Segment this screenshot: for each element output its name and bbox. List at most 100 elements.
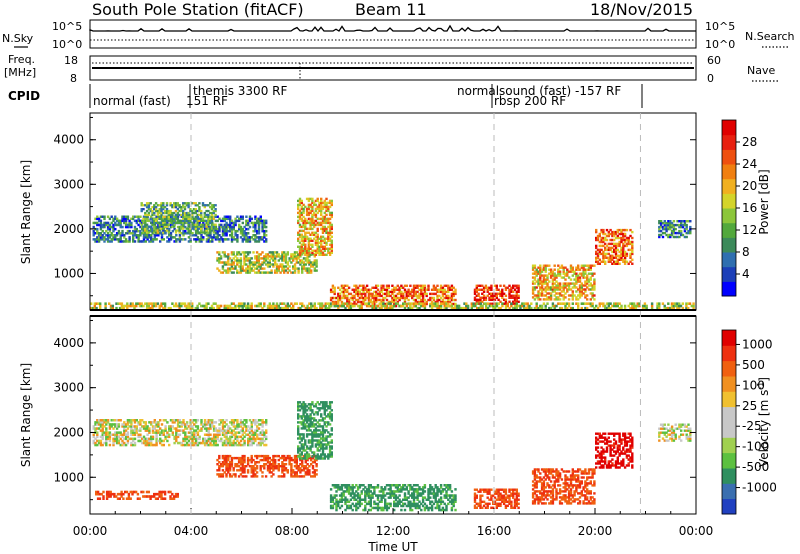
heatmap-cell — [625, 244, 629, 248]
heatmap-cell — [212, 227, 215, 230]
heatmap-cell — [214, 219, 218, 223]
heatmap-cell — [257, 225, 261, 229]
heatmap-cell — [586, 294, 589, 297]
heatmap-cell — [243, 263, 246, 266]
heatmap-cell — [92, 439, 95, 443]
heatmap-cell — [277, 465, 280, 468]
heatmap-cell — [207, 421, 210, 424]
heatmap-cell — [321, 253, 325, 256]
heatmap-cell — [490, 286, 493, 289]
velocity-heatmap — [92, 401, 692, 512]
heatmap-cell — [298, 217, 302, 221]
heatmap-cell — [672, 235, 676, 239]
heatmap-cell — [549, 270, 553, 273]
heatmap-cell — [146, 439, 149, 443]
heatmap-cell — [265, 240, 268, 243]
heatmap-cell — [137, 240, 140, 243]
heatmap-cell — [254, 429, 257, 432]
heatmap-cell — [178, 219, 181, 222]
heatmap-cell — [434, 300, 437, 304]
heatmap-cell — [320, 223, 323, 227]
heatmap-cell — [243, 261, 246, 264]
heatmap-cell — [155, 423, 158, 426]
heatmap-cell — [103, 221, 106, 225]
heatmap-cell — [502, 302, 506, 305]
heatmap-cell — [555, 284, 558, 287]
heatmap-cell — [200, 240, 203, 243]
heatmap-cell — [420, 304, 423, 308]
heatmap-cell — [375, 306, 378, 310]
heatmap-cell — [238, 425, 241, 428]
heatmap-cell — [214, 437, 218, 441]
heatmap-cell — [297, 267, 300, 270]
heatmap-cell — [114, 215, 117, 218]
heatmap-cell — [356, 288, 360, 291]
heatmap-cell — [344, 296, 347, 300]
heatmap-cell — [225, 456, 228, 460]
heatmap-cell — [234, 219, 237, 223]
heatmap-cell — [414, 300, 417, 304]
heatmap-cell — [130, 425, 133, 428]
heatmap-cell — [627, 242, 630, 246]
heatmap-cell — [605, 238, 609, 242]
heatmap-cell — [385, 286, 389, 289]
heatmap-cell — [307, 217, 311, 221]
heatmap-cell — [126, 304, 129, 308]
heatmap-cell — [245, 251, 248, 254]
heatmap-cell — [99, 219, 103, 223]
heatmap-cell — [140, 304, 143, 308]
heatmap-cell — [438, 298, 441, 302]
heatmap-cell — [485, 306, 488, 310]
heatmap-cell — [450, 284, 454, 287]
heatmap-cell — [586, 280, 589, 283]
heatmap-cell — [328, 233, 332, 236]
heatmap-cell — [101, 433, 104, 436]
heatmap-cell — [323, 247, 326, 250]
heatmap-cell — [214, 209, 217, 213]
heatmap-cell — [207, 215, 210, 219]
heatmap-cell — [167, 217, 170, 220]
heatmap-cell — [225, 227, 228, 231]
heatmap-cell — [114, 419, 117, 422]
heatmap-cell — [252, 238, 255, 241]
heatmap-cell — [117, 302, 120, 305]
heatmap-cell — [257, 461, 261, 464]
heatmap-cell — [391, 298, 394, 302]
heatmap-cell — [159, 431, 162, 434]
heatmap-cell — [246, 302, 250, 305]
heatmap-cell — [182, 421, 185, 424]
heatmap-cell — [147, 306, 151, 310]
heatmap-cell — [121, 425, 124, 428]
colorbar-swatch — [722, 266, 736, 282]
heatmap-cell — [580, 292, 583, 295]
heatmap-cell — [439, 286, 443, 289]
heatmap-cell — [307, 211, 311, 215]
heatmap-cell — [121, 225, 124, 229]
heatmap-cell — [607, 260, 610, 263]
heatmap-cell — [200, 419, 203, 422]
heatmap-cell — [281, 471, 284, 474]
heatmap-cell — [495, 284, 498, 287]
heatmap-cell — [234, 221, 237, 225]
heatmap-cell — [162, 227, 165, 230]
heatmap-cell — [218, 306, 221, 310]
heatmap-cell — [330, 247, 333, 250]
heatmap-cell — [421, 300, 425, 304]
heatmap-cell — [272, 473, 275, 476]
heatmap-cell — [369, 294, 372, 298]
heatmap-cell — [302, 265, 306, 268]
heatmap-cell — [611, 232, 614, 236]
heatmap-cell — [263, 443, 266, 447]
heatmap-cell — [252, 433, 255, 436]
heatmap-cell — [293, 458, 297, 462]
heatmap-cell — [214, 208, 217, 211]
heatmap-cell — [356, 286, 360, 289]
heatmap-cell — [214, 443, 218, 447]
heatmap-cell — [137, 236, 140, 239]
heatmap-cell — [162, 215, 165, 219]
heatmap-cell — [297, 451, 300, 454]
heatmap-cell — [126, 439, 130, 443]
heatmap-cell — [151, 304, 154, 308]
heatmap-cell — [157, 227, 160, 231]
heatmap-cell — [150, 236, 153, 239]
